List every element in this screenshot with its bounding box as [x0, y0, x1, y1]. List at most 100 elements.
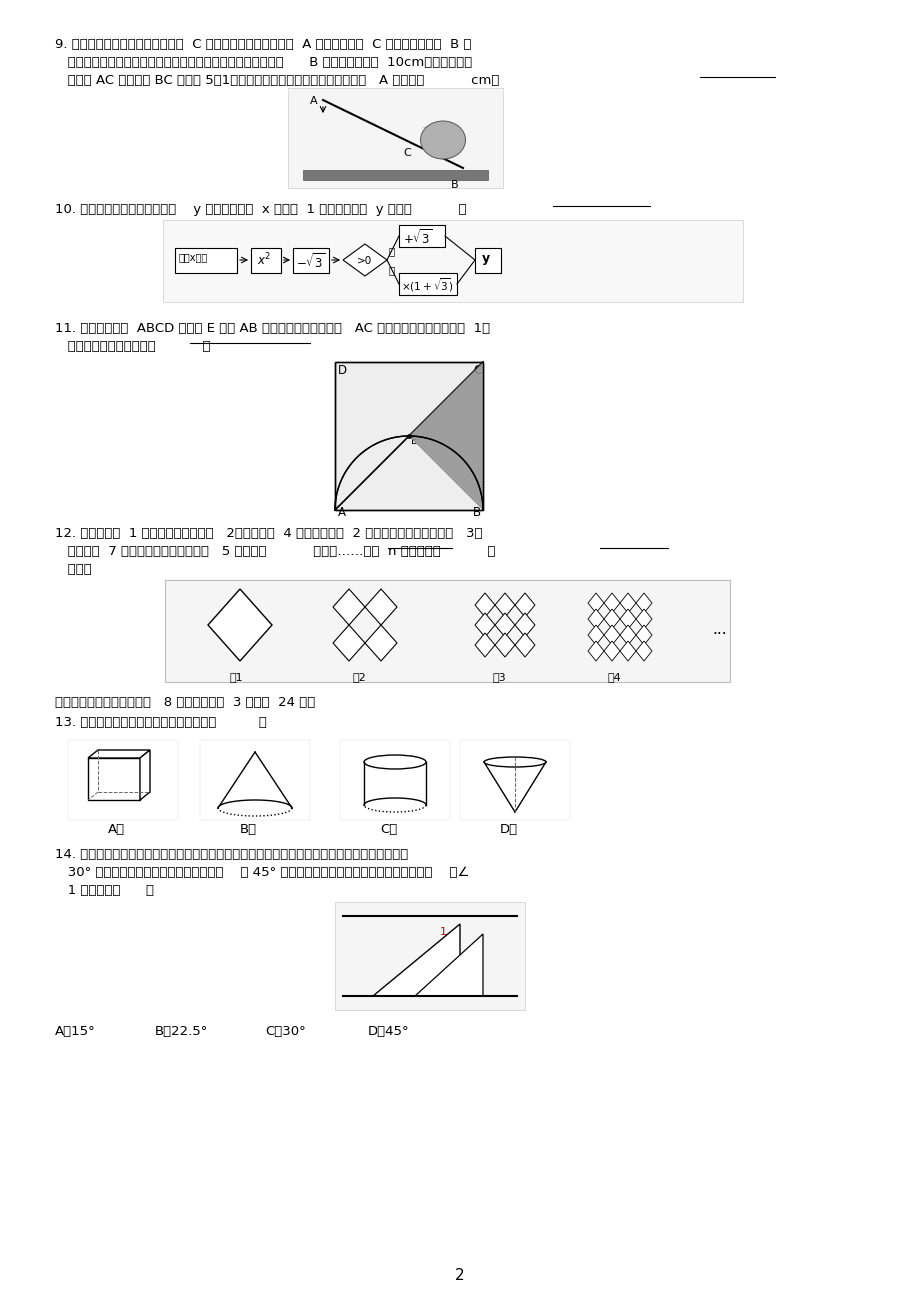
- Text: 否: 否: [389, 265, 395, 275]
- Polygon shape: [515, 633, 535, 657]
- Text: 1: 1: [439, 926, 447, 937]
- Polygon shape: [587, 593, 604, 612]
- Text: C．: C．: [380, 823, 397, 837]
- Text: 11. 如图在正方形  ABCD 中，点 E 是以 AB 为直径的半圆与对角线   AC 的交点，若圆的半径等于  1，: 11. 如图在正方形 ABCD 中，点 E 是以 AB 为直径的半圆与对角线 A…: [55, 322, 490, 335]
- Bar: [163, 220, 743, 302]
- Polygon shape: [474, 593, 494, 618]
- Ellipse shape: [364, 754, 425, 769]
- Text: $+\sqrt{3}$: $+\sqrt{3}$: [403, 228, 432, 246]
- Bar: [340, 740, 449, 820]
- Text: 10. 根据如图所示的程序，计算    y 的値，若输入  x 的値是  1 时，则输出的  y 値等于           ．: 10. 根据如图所示的程序，计算 y 的値，若输入 x 的値是 1 时，则输出的…: [55, 203, 466, 216]
- Text: $\times(1+\sqrt{3})$: $\times(1+\sqrt{3})$: [401, 276, 453, 293]
- Polygon shape: [474, 612, 494, 637]
- Polygon shape: [635, 609, 652, 629]
- Bar: [474, 248, 501, 274]
- Polygon shape: [494, 633, 515, 657]
- Polygon shape: [343, 244, 387, 276]
- Polygon shape: [587, 641, 604, 661]
- Text: B: B: [472, 506, 481, 519]
- Polygon shape: [604, 625, 619, 645]
- Text: A: A: [337, 506, 346, 519]
- Text: A．: A．: [108, 823, 125, 837]
- Bar: [460, 740, 570, 820]
- Bar: [335, 902, 525, 1010]
- Text: 1 的度数是（      ）: 1 的度数是（ ）: [55, 883, 153, 896]
- Polygon shape: [619, 641, 635, 661]
- Bar: [335, 362, 482, 509]
- Polygon shape: [365, 625, 397, 661]
- Ellipse shape: [420, 121, 465, 159]
- Bar: [335, 362, 482, 509]
- Polygon shape: [515, 612, 535, 637]
- Polygon shape: [635, 641, 652, 661]
- Text: D．: D．: [499, 823, 517, 837]
- Text: 二、单项选择题（本大题共   8 小题，每小题  3 分，共  24 分）: 二、单项选择题（本大题共 8 小题，每小题 3 分，共 24 分）: [55, 696, 315, 709]
- Polygon shape: [409, 362, 482, 509]
- Polygon shape: [619, 593, 635, 612]
- Polygon shape: [333, 589, 365, 625]
- Text: 30° 角的三角板的斜边与纸条一边重合，    含 45° 角的三角板的一个顶点在纸条的另一边上，    则∠: 30° 角的三角板的斜边与纸条一边重合， 含 45° 角的三角板的一个顶点在纸条…: [55, 866, 469, 880]
- Polygon shape: [140, 751, 150, 800]
- Text: B．22.5°: B．22.5°: [154, 1025, 208, 1038]
- Polygon shape: [604, 641, 619, 661]
- Text: C: C: [403, 149, 410, 158]
- Text: 图1: 图1: [230, 672, 244, 681]
- Text: D．45°: D．45°: [368, 1025, 409, 1038]
- Polygon shape: [619, 609, 635, 629]
- Text: A．15°: A．15°: [55, 1025, 96, 1038]
- Polygon shape: [474, 633, 494, 657]
- Polygon shape: [333, 625, 365, 661]
- Text: 则图中阴影部分的面积为           ．: 则图中阴影部分的面积为 ．: [55, 340, 210, 353]
- Text: y: y: [482, 251, 490, 265]
- Polygon shape: [515, 593, 535, 618]
- Text: A: A: [310, 96, 317, 106]
- Polygon shape: [635, 625, 652, 645]
- Polygon shape: [88, 751, 150, 758]
- Text: 图3: 图3: [493, 672, 506, 681]
- Text: 是: 是: [389, 246, 395, 255]
- Bar: [165, 580, 729, 681]
- Text: C: C: [472, 364, 481, 377]
- Polygon shape: [604, 609, 619, 629]
- Text: 图4: 图4: [607, 672, 621, 681]
- Polygon shape: [494, 612, 515, 637]
- Text: 上翘起，石头就被櫎动．现有一块石头，要使其滚动，杠杆的      B 端必须向上翘起  10cm，已知杠杆的: 上翘起，石头就被櫎动．现有一块石头，要使其滚动，杠杆的 B 端必须向上翘起 10…: [55, 56, 471, 69]
- Polygon shape: [494, 593, 515, 618]
- Bar: [302, 169, 487, 180]
- Text: ...: ...: [711, 622, 726, 637]
- Text: B: B: [450, 180, 459, 190]
- Text: B．: B．: [240, 823, 256, 837]
- Text: 图中共有  7 个菱形；如此剪下去，第   5 图中共有           个菱形……，第  n 个图中共有           个: 图中共有 7 个菱形；如此剪下去，第 5 图中共有 个菱形……，第 n 个图中共…: [55, 545, 495, 558]
- Text: $-\sqrt{3}$: $-\sqrt{3}$: [296, 251, 324, 271]
- Polygon shape: [587, 625, 604, 645]
- Text: 动力臂 AC 与阻力臂 BC 之比为 5：1，要使这块石头滚动，至少要将杠杆的   A 端向下压           cm．: 动力臂 AC 与阻力臂 BC 之比为 5：1，要使这块石头滚动，至少要将杠杆的 …: [55, 74, 499, 87]
- Text: 菱形．: 菱形．: [55, 563, 92, 576]
- Polygon shape: [414, 934, 482, 995]
- Text: D: D: [337, 364, 346, 377]
- Ellipse shape: [483, 757, 545, 767]
- Text: 2: 2: [455, 1268, 464, 1283]
- Polygon shape: [635, 593, 652, 612]
- Bar: [288, 89, 503, 188]
- Polygon shape: [365, 589, 397, 625]
- Bar: [399, 225, 445, 248]
- Text: E: E: [411, 437, 417, 446]
- Bar: [68, 740, 177, 820]
- Text: >0: >0: [357, 255, 372, 266]
- Text: $x^2$: $x^2$: [256, 251, 271, 268]
- Text: C．30°: C．30°: [265, 1025, 305, 1038]
- Text: 12. 如图，将图  1 中的菱形剪开得到图   2，图中共有  4 个菱形；将图  2 中的一个菱形剪开得到图   3，: 12. 如图，将图 1 中的菱形剪开得到图 2，图中共有 4 个菱形；将图 2 …: [55, 526, 482, 539]
- Text: 输入x的值: 输入x的值: [179, 251, 208, 262]
- Polygon shape: [587, 609, 604, 629]
- Bar: [292, 248, 329, 274]
- Bar: [251, 248, 280, 274]
- Text: 14. 如图，将一副三角板和一张对边平行的纸条按下列方式摆放：两个三角板的一直角边重合，含: 14. 如图，将一副三角板和一张对边平行的纸条按下列方式摆放：两个三角板的一直角…: [55, 848, 408, 861]
- Polygon shape: [208, 589, 272, 661]
- Bar: [88, 758, 140, 800]
- Bar: [199, 740, 310, 820]
- Text: 图2: 图2: [353, 672, 367, 681]
- Bar: [175, 248, 237, 274]
- Polygon shape: [619, 625, 635, 645]
- Polygon shape: [372, 924, 460, 995]
- Text: 9. 如图是用杠杆櫎石头的示意图，  C 是支点，当用力压杠杆的  A 端时，杠杆绕  C 点转动，另一端  B 向: 9. 如图是用杠杆櫎石头的示意图， C 是支点，当用力压杠杆的 A 端时，杠杆绕…: [55, 38, 471, 51]
